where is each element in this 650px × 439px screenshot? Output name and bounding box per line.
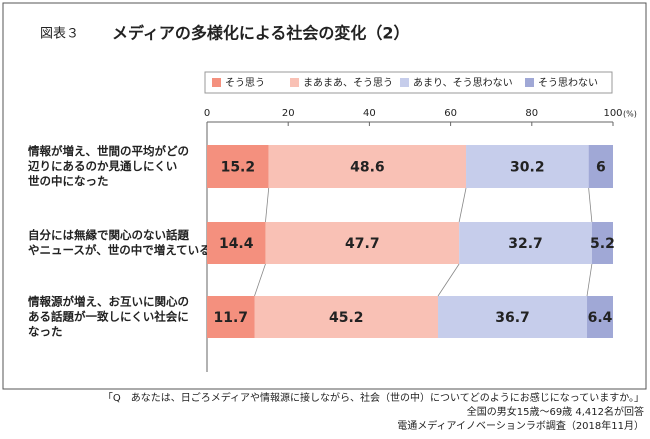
x-tick-label: 80	[525, 108, 538, 119]
bar-segment	[587, 296, 613, 338]
value-label: 36.7	[495, 310, 530, 326]
category-label: 世の中になった	[28, 174, 109, 188]
legend-swatch	[525, 78, 534, 87]
x-tick-label: 0	[204, 108, 210, 119]
category-label: やニュースが、世の中で増えている	[28, 243, 211, 257]
bar-segment	[254, 296, 439, 338]
category-label: 情報源が増え、お互いに関心の	[27, 295, 189, 309]
value-label: 32.7	[508, 236, 543, 252]
bar-segment	[265, 222, 460, 264]
bar-segment	[588, 145, 613, 188]
value-label: 11.7	[213, 310, 248, 326]
category-label: 情報が増え、世間の平均がどの	[27, 144, 189, 158]
category-label: 辺りにあるのか見通しにくい	[28, 159, 177, 173]
legend-label: あまり、そう思わない	[413, 77, 513, 89]
bar-segment	[466, 145, 589, 188]
connector	[265, 187, 270, 223]
value-label: 45.2	[329, 310, 364, 326]
note: 電通メディアイノベーションラボ調査（2018年11月）	[397, 419, 644, 432]
bar-segment	[207, 145, 269, 188]
bar-segment	[438, 296, 588, 338]
legend-box	[204, 71, 613, 94]
note: 「Q あなたは、日ごろメディアや情報源に接しながら、社会（世の中）についてどのよ…	[103, 391, 644, 404]
bar-segment	[207, 222, 266, 264]
bar-segment	[207, 296, 255, 338]
connector	[588, 187, 593, 223]
category-label: 自分には無縁で関心のない話題	[28, 228, 189, 242]
value-label: 6	[596, 160, 606, 176]
x-tick-label: 40	[363, 108, 376, 119]
connector	[437, 263, 460, 297]
bar-segment	[459, 222, 592, 264]
x-tick-label: 100	[603, 108, 622, 119]
figure-label: 図表３	[40, 27, 79, 42]
note: 全国の男女15歳～69歳 4,412名が回答	[467, 405, 644, 418]
value-label: 30.2	[510, 160, 545, 176]
connector	[254, 263, 266, 297]
legend-label: そう思う	[225, 77, 265, 89]
value-label: 6.4	[588, 310, 613, 326]
value-label: 5.2	[590, 236, 615, 252]
connector	[586, 263, 593, 297]
legend-swatch	[290, 78, 299, 87]
value-label: 15.2	[221, 160, 256, 176]
category-label: ある話題が一致しにくい社会に	[28, 310, 189, 324]
chart-title: メディアの多様化による社会の変化（2）	[112, 24, 410, 43]
legend-label: そう思わない	[538, 77, 598, 89]
unit-label: (%)	[623, 110, 637, 119]
x-tick-label: 60	[444, 108, 457, 119]
legend-swatch	[400, 78, 409, 87]
legend-label: まあまあ、そう思う	[303, 77, 393, 89]
value-label: 48.6	[350, 160, 385, 176]
x-tick-label: 20	[282, 108, 295, 119]
bar-segment	[268, 145, 467, 188]
connector	[458, 187, 467, 223]
legend-swatch	[212, 78, 221, 87]
bar-segment	[591, 222, 613, 264]
value-label: 47.7	[345, 236, 380, 252]
category-label: なった	[28, 325, 63, 339]
value-label: 14.4	[219, 236, 254, 252]
